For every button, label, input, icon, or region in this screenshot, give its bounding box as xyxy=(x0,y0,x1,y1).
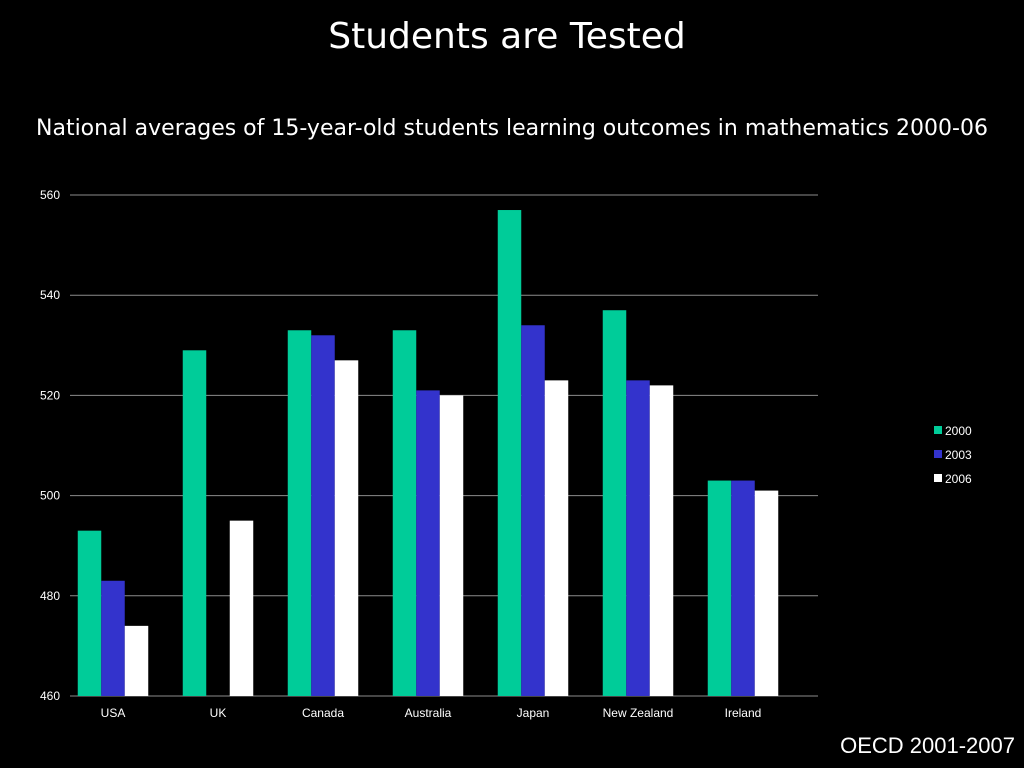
source-note: OECD 2001-2007 xyxy=(840,733,1015,758)
legend-swatch-2003 xyxy=(934,450,942,458)
y-tick-label: 540 xyxy=(40,288,60,302)
legend-label: 2006 xyxy=(945,472,972,486)
x-axis-category-labels: USA UK Canada Australia Japan New Zealand Irel… xyxy=(101,706,762,720)
x-category-label: Canada xyxy=(302,706,344,720)
legend: 2000 2003 2006 xyxy=(934,424,972,486)
bar-new-zealand-2000 xyxy=(602,310,627,696)
bar-usa-2006 xyxy=(124,625,149,696)
x-category-label: UK xyxy=(210,706,227,720)
y-tick-label: 520 xyxy=(40,388,60,402)
x-category-label: USA xyxy=(101,706,126,720)
legend-label: 2003 xyxy=(945,448,972,462)
legend-label: 2000 xyxy=(945,424,972,438)
x-category-label: Ireland xyxy=(725,706,762,720)
bars xyxy=(77,210,779,696)
bar-japan-2003 xyxy=(521,325,545,696)
x-category-label: New Zealand xyxy=(603,706,674,720)
bar-australia-2003 xyxy=(416,390,440,696)
slide-title: Students are Tested xyxy=(328,16,686,57)
y-tick-label: 460 xyxy=(40,689,60,703)
bar-usa-2003 xyxy=(101,580,125,696)
y-axis-tick-labels: 460 480 500 520 540 560 xyxy=(40,188,60,703)
bar-chart: 460 480 500 520 540 560 USA UK Canada Australia J… xyxy=(40,188,972,720)
x-category-label: Japan xyxy=(517,706,550,720)
bar-canada-2000 xyxy=(287,330,312,696)
y-tick-label: 480 xyxy=(40,589,60,603)
bar-japan-2000 xyxy=(497,210,522,696)
bar-australia-2006 xyxy=(439,395,464,696)
bar-japan-2006 xyxy=(544,380,569,696)
bar-ireland-2006 xyxy=(754,490,779,696)
legend-swatch-2006 xyxy=(934,474,942,482)
bar-australia-2000 xyxy=(392,330,417,696)
legend-swatch-2000 xyxy=(934,426,942,434)
bar-ireland-2003 xyxy=(731,480,755,696)
bar-ireland-2000 xyxy=(707,480,732,696)
y-tick-label: 560 xyxy=(40,188,60,202)
bar-uk-2000 xyxy=(182,350,207,696)
y-tick-label: 500 xyxy=(40,489,60,503)
bar-uk-2006 xyxy=(229,520,254,696)
x-category-label: Australia xyxy=(405,706,452,720)
bar-new-zealand-2006 xyxy=(649,385,674,696)
bar-usa-2000 xyxy=(77,530,102,696)
bar-new-zealand-2003 xyxy=(626,380,650,696)
chart-subtitle: National averages of 15-year-old student… xyxy=(36,116,988,141)
bar-canada-2006 xyxy=(334,360,359,696)
bar-canada-2003 xyxy=(311,335,335,696)
